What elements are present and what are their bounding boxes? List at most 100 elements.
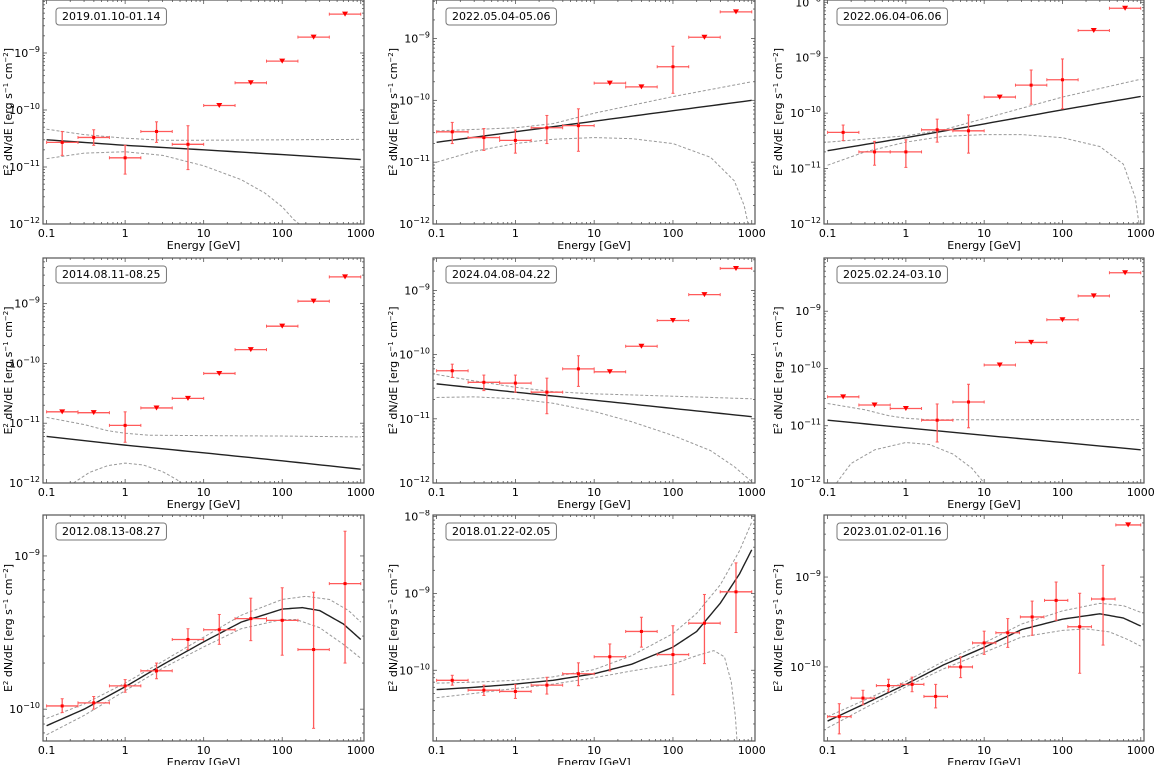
x-tick-label: 1 (122, 744, 129, 757)
x-tick-label: 1 (902, 486, 909, 499)
model-curve (827, 419, 1141, 451)
y-tick-label: 10−9 (404, 585, 430, 600)
plot-content (436, 265, 753, 483)
data-point (530, 114, 564, 145)
point-marker (671, 653, 675, 657)
x-tick-label: 100 (662, 744, 683, 757)
sed-panel: 0.1 1 10 100 1000 10−12 10−11 10−10 10−9 Energy [… (770, 255, 1155, 511)
plot-area (824, 0, 1144, 224)
point-marker (186, 142, 190, 146)
data-point (1046, 58, 1079, 110)
data-point (1044, 581, 1069, 621)
x-tick-label: 1 (512, 744, 519, 757)
plot-area (824, 515, 1144, 741)
x-axis-label: Energy [GeV] (557, 239, 630, 252)
plot-content (46, 530, 362, 736)
point-marker (934, 694, 938, 698)
sed-chart: 0.1 1 10 100 1000 10−12 10−11 10−10 10−9 Energy [… (387, 257, 766, 511)
sed-chart: 0.1 1 10 100 1000 10−10 10−9 Energy [GeV] E2 dN/… (2, 514, 375, 769)
point-marker (482, 688, 486, 692)
upper-limit-marker (216, 102, 223, 108)
data-point (108, 679, 142, 693)
upper-limit-marker (1122, 270, 1129, 276)
point-marker (935, 128, 939, 132)
sed-chart: 0.1 1 10 100 1000 10−12 10−11 10−10 10−9 Energy [… (2, 0, 375, 252)
date-range-text: 2014.08.11-08.25 (62, 268, 160, 281)
point-marker (123, 684, 127, 688)
x-tick-label: 0.1 (819, 227, 837, 240)
point-marker (1060, 78, 1064, 82)
x-tick-label: 1 (902, 744, 909, 757)
sed-chart: 0.1 1 10 100 1000 10−12 10−11 10−10 10−9 10−8 Ener… (772, 0, 1155, 252)
x-tick-label: 1000 (347, 486, 375, 499)
date-range-text: 2012.08.13-08.27 (62, 525, 160, 538)
point-marker (887, 684, 891, 688)
upper-limit-point (234, 347, 268, 353)
y-tick-label: 10−9 (14, 548, 40, 563)
x-tick-label: 1 (122, 227, 129, 240)
y-axis-label: E2 dN/dE [erg s−1 cm−2] (387, 564, 400, 692)
x-tick-label: 1 (902, 227, 909, 240)
x-axis-label: Energy [GeV] (167, 239, 240, 252)
y-tick-label: 10−10 (399, 92, 430, 107)
upper-limit-marker (279, 323, 286, 329)
date-label-box (445, 7, 557, 26)
model-curve (827, 95, 1141, 152)
data-point (921, 118, 954, 143)
upper-limit-point (1014, 339, 1048, 345)
y-tick-label: 10−12 (790, 475, 821, 490)
x-tick-label: 1 (512, 486, 519, 499)
x-tick-label: 1000 (1127, 744, 1155, 757)
data-point (719, 562, 753, 634)
data-point (562, 355, 595, 387)
point-marker (450, 678, 454, 682)
date-range-text: 2023.01.02-01.16 (843, 525, 941, 538)
x-axis-label: Energy [GeV] (557, 756, 630, 765)
confidence-band-lower (836, 441, 985, 483)
x-tick-label: 0.1 (819, 744, 837, 757)
upper-limit-point (688, 292, 721, 298)
point-marker (186, 637, 190, 641)
point-marker (1030, 615, 1034, 619)
data-point (850, 689, 876, 706)
upper-limit-marker (638, 343, 645, 349)
model-curve (46, 139, 361, 161)
point-marker (60, 704, 64, 708)
x-tick-label: 0.1 (38, 486, 56, 499)
date-range-text: 2019.01.10-01.14 (62, 10, 160, 23)
upper-limit-point (983, 362, 1016, 368)
point-marker (513, 689, 517, 693)
upper-limit-marker (732, 9, 739, 15)
upper-limit-marker (902, 406, 909, 412)
x-tick-label: 1 (122, 486, 129, 499)
data-point (467, 128, 501, 151)
model-curve (46, 606, 362, 727)
sed-chart: 0.1 1 10 100 1000 10−12 10−11 10−10 10−9 Energy [… (2, 257, 375, 511)
point-marker (702, 621, 706, 625)
data-point (995, 618, 1021, 648)
point-marker (1101, 597, 1105, 601)
x-tick-label: 1000 (347, 744, 375, 757)
upper-limit-point (77, 410, 110, 416)
confidence-band-upper (827, 402, 1141, 421)
point-marker (155, 669, 159, 673)
ticks (43, 515, 364, 741)
date-range-label: 2019.01.10-01.14 (55, 7, 167, 26)
date-range-text: 2025.02.24-03.10 (843, 268, 941, 281)
point-marker (841, 130, 845, 134)
y-tick-label: 10−11 (399, 411, 430, 426)
data-point (266, 587, 299, 656)
data-point (827, 703, 852, 735)
point-marker (60, 140, 64, 144)
upper-limit-marker (669, 318, 676, 324)
confidence-band-lower (46, 151, 300, 224)
x-tick-label: 0.1 (428, 486, 446, 499)
x-tick-label: 100 (1052, 227, 1073, 240)
sed-panel: 0.1 1 10 100 1000 10−12 10−11 10−10 10−9 Energy [… (0, 0, 385, 255)
x-tick-label: 10 (197, 227, 211, 240)
date-label-box (55, 265, 167, 284)
upper-limit-point (171, 395, 205, 401)
x-tick-label: 100 (662, 486, 683, 499)
x-tick-label: 1000 (738, 227, 766, 240)
